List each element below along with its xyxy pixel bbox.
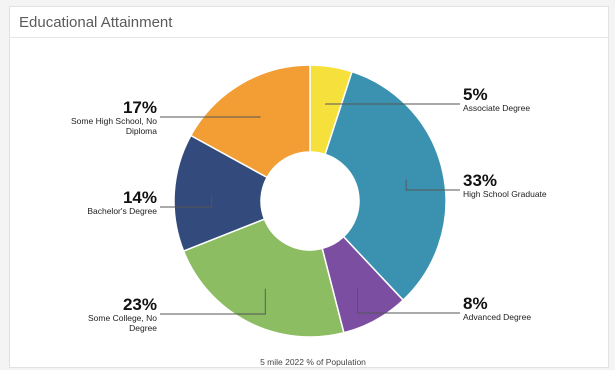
slice-value-associate-degree: 5% — [463, 85, 488, 104]
slice-value-some-high-school-no-diploma: 17% — [123, 98, 157, 117]
slice-value-bachelor-s-degree: 14% — [123, 188, 157, 207]
leader-line-some-high-school-no-diploma — [160, 116, 261, 118]
slice-label-some-high-school-no-diploma: Diploma — [126, 126, 157, 136]
slice-value-some-college-no-degree: 23% — [123, 295, 157, 314]
leader-line-some-college-no-degree — [160, 288, 266, 315]
leader-line-bachelor-s-degree — [160, 194, 213, 208]
leader-line-advanced-degree — [357, 287, 460, 314]
panel-title: Educational Attainment — [10, 7, 608, 38]
slice-value-high-school-graduate: 33% — [463, 171, 497, 190]
leader-line-high-school-graduate — [405, 179, 460, 191]
slice-label-some-high-school-no-diploma: Some High School, No — [71, 116, 157, 126]
slice-bachelor-s-degree[interactable] — [173, 134, 269, 253]
slice-label-associate-degree: Associate Degree — [463, 103, 530, 113]
slice-some-high-school-no-diploma[interactable] — [189, 64, 311, 179]
slice-label-bachelor-s-degree: Bachelor's Degree — [87, 206, 157, 216]
slice-some-college-no-degree[interactable] — [182, 218, 345, 338]
slice-label-some-college-no-degree: Degree — [129, 323, 157, 333]
chart-caption: 5 mile 2022 % of Population — [260, 357, 366, 367]
slice-label-high-school-graduate: High School Graduate — [463, 189, 547, 199]
slice-high-school-graduate[interactable] — [324, 70, 447, 302]
slice-label-advanced-degree: Advanced Degree — [463, 312, 531, 322]
donut-slices — [173, 64, 447, 338]
slice-label-some-college-no-degree: Some College, No — [88, 313, 157, 323]
slice-labels: 5%Associate Degree 33%High School Graduat… — [71, 85, 547, 333]
slice-value-advanced-degree: 8% — [463, 294, 488, 313]
leader-lines — [160, 103, 460, 315]
